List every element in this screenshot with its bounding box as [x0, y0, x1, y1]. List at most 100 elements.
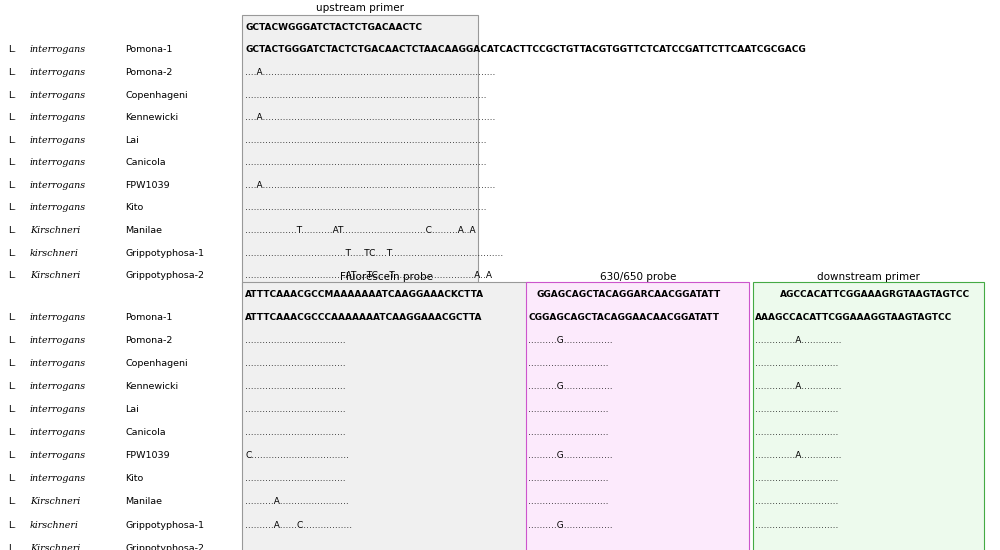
- Text: Kirschneri: Kirschneri: [30, 226, 80, 235]
- Text: .............................: .............................: [755, 405, 839, 414]
- Text: ...................................: ...................................: [245, 359, 346, 368]
- Text: interrogans: interrogans: [30, 204, 86, 212]
- Text: L.: L.: [8, 91, 16, 100]
- Text: interrogans: interrogans: [30, 181, 86, 190]
- Text: ............................: ............................: [528, 475, 609, 483]
- Bar: [242, 282, 530, 550]
- Text: ..............A..............: ..............A..............: [755, 382, 842, 391]
- Text: L.: L.: [8, 382, 16, 391]
- Text: ............................: ............................: [528, 359, 609, 368]
- Text: kirschneri: kirschneri: [30, 520, 79, 530]
- Text: L.: L.: [8, 452, 16, 460]
- Text: ...................................: ...................................: [245, 382, 346, 391]
- Text: .............................: .............................: [755, 475, 839, 483]
- Text: L.: L.: [8, 249, 16, 258]
- Text: interrogans: interrogans: [30, 158, 86, 167]
- Text: Kirschneri: Kirschneri: [30, 497, 80, 507]
- Text: Pomona-2: Pomona-2: [125, 336, 172, 345]
- Text: 630/650 probe: 630/650 probe: [600, 272, 676, 282]
- Text: ............................: ............................: [528, 428, 609, 437]
- Text: ..........G.................: ..........G.................: [528, 452, 613, 460]
- Text: Fluorescein probe: Fluorescein probe: [340, 272, 433, 282]
- Text: ....A...........................................................................: ....A...................................…: [245, 68, 495, 77]
- Text: Pomona-2: Pomona-2: [125, 68, 172, 77]
- Text: ..........G.................: ..........G.................: [528, 336, 613, 345]
- Text: Manilae: Manilae: [125, 497, 162, 507]
- Text: AAAGCCACATTCGGAAAGGTAAGTAGTCC: AAAGCCACATTCGGAAAGGTAAGTAGTCC: [755, 313, 952, 322]
- Text: L.: L.: [8, 226, 16, 235]
- Text: ............................: ............................: [528, 543, 609, 550]
- Text: AGCCACATTCGGAAAGRGTAAGTAGTCC: AGCCACATTCGGAAAGRGTAAGTAGTCC: [779, 290, 970, 299]
- Text: ..................T...........AT.............................C.........A..A: ..................T...........AT........…: [245, 226, 476, 235]
- Text: ATTTCAAACGCCCAAAAAAATCAAGGAAACGCTTA: ATTTCAAACGCCCAAAAAAATCAAGGAAACGCTTA: [245, 313, 482, 322]
- Bar: [526, 282, 749, 550]
- Text: Canicola: Canicola: [125, 158, 166, 167]
- Text: L.: L.: [8, 405, 16, 414]
- Text: ............................: ............................: [528, 405, 609, 414]
- Text: Grippotyphosa-2: Grippotyphosa-2: [125, 271, 204, 280]
- Text: ...................................AT....TC....T............................A..A: ...................................AT...…: [245, 271, 492, 280]
- Text: Kirschneri: Kirschneri: [30, 271, 80, 280]
- Text: ..........A......C.................: ..........A......C.................: [245, 520, 352, 530]
- Text: .............................: .............................: [755, 543, 839, 550]
- Text: Grippotyphosa-2: Grippotyphosa-2: [125, 543, 204, 550]
- Text: ................................................................................: ........................................…: [245, 136, 486, 145]
- Text: upstream primer: upstream primer: [316, 3, 404, 13]
- Text: Lai: Lai: [125, 405, 139, 414]
- Text: Lai: Lai: [125, 136, 139, 145]
- Text: L.: L.: [8, 336, 16, 345]
- Text: Kennewicki: Kennewicki: [125, 382, 178, 391]
- Text: Manilae: Manilae: [125, 226, 162, 235]
- Text: L.: L.: [8, 113, 16, 122]
- Text: L.: L.: [8, 313, 16, 322]
- Text: .............................: .............................: [755, 520, 839, 530]
- Text: CGGAGCAGCTACAGGAACAACGGATATT: CGGAGCAGCTACAGGAACAACGGATATT: [528, 313, 719, 322]
- Text: Pomona-1: Pomona-1: [125, 313, 172, 322]
- Text: interrogans: interrogans: [30, 452, 86, 460]
- Text: interrogans: interrogans: [30, 113, 86, 122]
- Text: ..............A..............: ..............A..............: [755, 336, 842, 345]
- Text: ....A...........................................................................: ....A...................................…: [245, 113, 495, 122]
- Text: ...................................: ...................................: [245, 336, 346, 345]
- Text: L.: L.: [8, 543, 16, 550]
- Text: L.: L.: [8, 158, 16, 167]
- Text: Copenhageni: Copenhageni: [125, 359, 188, 368]
- Text: GCTACWGGGATCTACTCTGACAACTC: GCTACWGGGATCTACTCTGACAACTC: [245, 23, 422, 32]
- Text: ..........G.................: ..........G.................: [528, 520, 613, 530]
- Text: ...................................: ...................................: [245, 428, 346, 437]
- Text: C..................................: C..................................: [245, 452, 349, 460]
- Text: L.: L.: [8, 45, 16, 54]
- Text: L.: L.: [8, 520, 16, 530]
- Text: ...................................: ...................................: [245, 405, 346, 414]
- Text: ..............A..............: ..............A..............: [755, 452, 842, 460]
- Text: interrogans: interrogans: [30, 45, 86, 54]
- Bar: [753, 282, 984, 550]
- Text: L.: L.: [8, 475, 16, 483]
- Text: Kito: Kito: [125, 204, 143, 212]
- Text: FPW1039: FPW1039: [125, 452, 170, 460]
- Text: ............................: ............................: [528, 497, 609, 507]
- Text: L.: L.: [8, 497, 16, 507]
- Text: .............................: .............................: [755, 497, 839, 507]
- Text: interrogans: interrogans: [30, 475, 86, 483]
- Text: L.: L.: [8, 428, 16, 437]
- Text: ...................................: ...................................: [245, 475, 346, 483]
- Text: interrogans: interrogans: [30, 405, 86, 414]
- Text: L.: L.: [8, 68, 16, 77]
- Text: interrogans: interrogans: [30, 382, 86, 391]
- Text: Grippotyphosa-1: Grippotyphosa-1: [125, 520, 204, 530]
- Text: ...................................T.....TC....T................................: ...................................T....…: [245, 249, 503, 258]
- Text: ATTTCAAACGCCMAAAAAAATCAAGGAAACKCTTA: ATTTCAAACGCCMAAAAAAATCAAGGAAACKCTTA: [245, 290, 484, 299]
- Text: L.: L.: [8, 204, 16, 212]
- Text: Canicola: Canicola: [125, 428, 166, 437]
- Text: GCTACTGGGATCTACTCTGACAACTCTAACAAGGACATCACTTCCGCTGTTACGTGGTTCTCATCCGATTCTTCAATCGC: GCTACTGGGATCTACTCTGACAACTCTAACAAGGACATCA…: [245, 45, 806, 54]
- Text: ................................................................................: ........................................…: [245, 158, 486, 167]
- Text: interrogans: interrogans: [30, 336, 86, 345]
- Text: kirschneri: kirschneri: [30, 249, 79, 258]
- Text: ....A...........................................................................: ....A...................................…: [245, 181, 495, 190]
- Text: interrogans: interrogans: [30, 68, 86, 77]
- Text: interrogans: interrogans: [30, 359, 86, 368]
- Text: L.: L.: [8, 181, 16, 190]
- Text: interrogans: interrogans: [30, 313, 86, 322]
- Text: interrogans: interrogans: [30, 136, 86, 145]
